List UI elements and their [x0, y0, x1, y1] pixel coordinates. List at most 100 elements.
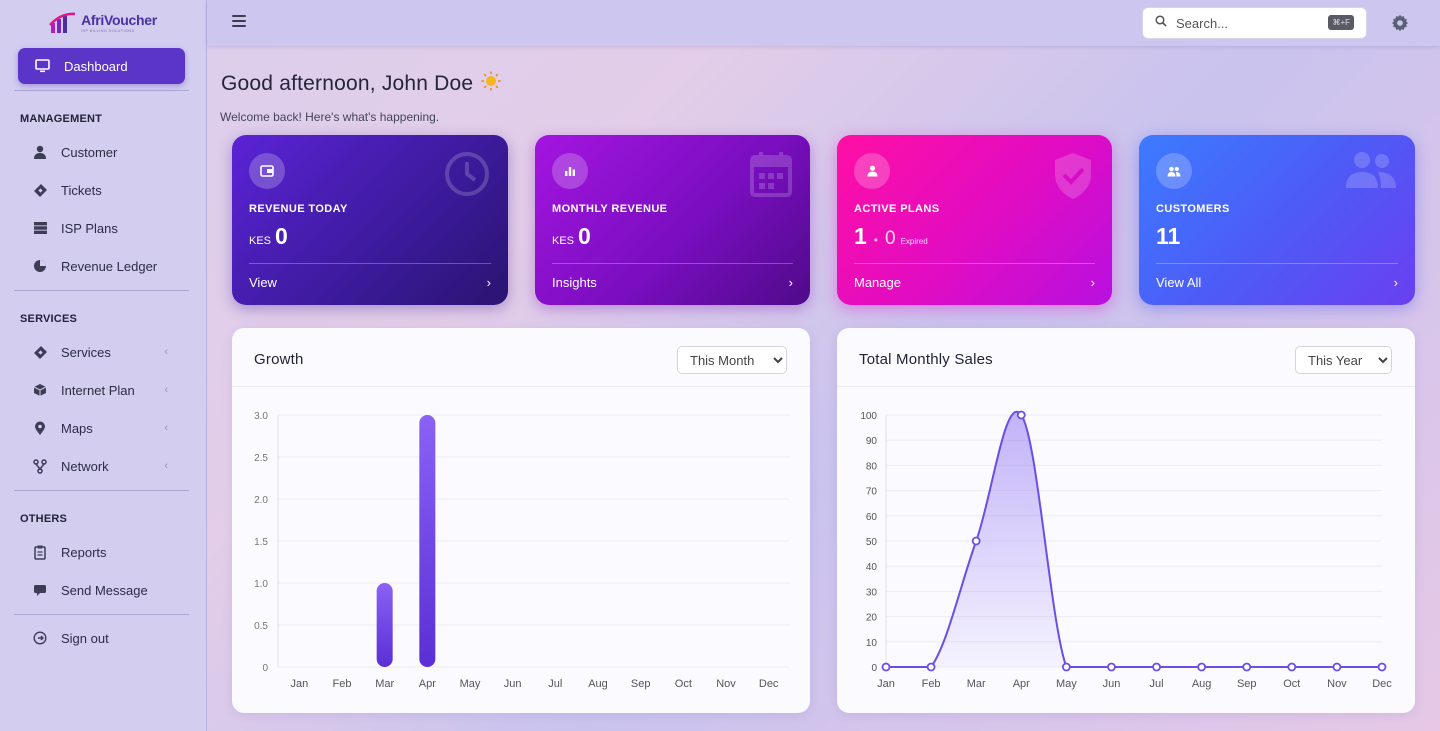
sidebar-item-maps[interactable]: Maps ‹ [32, 416, 182, 440]
sidebar-item-tickets[interactable]: Tickets [32, 178, 182, 202]
clock-icon [444, 151, 490, 202]
x-tick-label: Jul [548, 678, 562, 690]
area-fill [886, 411, 1382, 667]
user-icon [32, 144, 48, 160]
search-bar[interactable]: ⌘+F [1142, 7, 1367, 39]
sidebar-item-dashboard[interactable]: Dashboard [18, 48, 185, 84]
y-tick-label: 1.0 [254, 579, 268, 590]
server-icon [32, 220, 48, 236]
sales-period-select[interactable]: This Year [1295, 346, 1392, 374]
sidebar-divider [14, 614, 189, 615]
chevron-left-icon: ‹ [164, 384, 168, 396]
map-pin-icon [32, 420, 48, 436]
panel-divider [837, 386, 1415, 387]
x-tick-label: Mar [375, 678, 394, 690]
card-amount: 0 [578, 223, 591, 249]
separator-dot: • [873, 233, 878, 247]
y-tick-label: 20 [866, 613, 878, 624]
chevron-left-icon: ‹ [164, 422, 168, 434]
sign-out-icon [32, 630, 48, 646]
card-title: REVENUE TODAY [249, 203, 348, 215]
data-point [881, 662, 891, 672]
chevron-right-icon: › [788, 275, 793, 290]
view-link[interactable]: View › [249, 275, 491, 290]
sidebar-item-isp-plans[interactable]: ISP Plans [32, 216, 182, 240]
data-point [1016, 410, 1026, 420]
sidebar-item-label: Network [61, 458, 109, 474]
y-tick-label: 90 [866, 436, 878, 447]
search-icon [1155, 14, 1167, 32]
card-divider [1156, 263, 1398, 264]
calendar-icon [750, 151, 792, 202]
sidebar-item-network[interactable]: Network ‹ [32, 454, 182, 478]
sidebar-item-send-message[interactable]: Send Message [32, 578, 182, 602]
users-icon [1156, 153, 1192, 189]
monthly-revenue-card: MONTHLY REVENUE KES 0 Insights › [535, 135, 810, 305]
manage-link[interactable]: Manage › [854, 275, 1095, 290]
x-tick-label: Feb [333, 678, 352, 690]
y-tick-label: 40 [866, 562, 878, 573]
user-icon [854, 153, 890, 189]
card-link-label: Insights [552, 275, 597, 290]
x-tick-label: Jan [290, 678, 308, 690]
sidebar-item-label: Maps [61, 420, 93, 436]
x-tick-label: Jan [877, 678, 895, 690]
view-all-link[interactable]: View All › [1156, 275, 1398, 290]
x-tick-label: Apr [1013, 678, 1030, 690]
data-point [1107, 662, 1116, 672]
wallet-icon [249, 153, 285, 189]
sidebar-item-revenue-ledger[interactable]: Revenue Ledger [32, 254, 182, 278]
page-title: Good afternoon, John Doe [221, 71, 501, 97]
sign-out-button[interactable]: Sign out [32, 626, 182, 650]
data-point [1332, 662, 1342, 672]
section-title-others: OTHERS [20, 513, 68, 525]
data-point [1377, 662, 1387, 672]
card-amount: 0 [275, 223, 288, 249]
card-divider [854, 263, 1095, 264]
card-title: MONTHLY REVENUE [552, 203, 668, 215]
card-link-label: View All [1156, 275, 1202, 290]
data-point [1197, 662, 1207, 672]
revenue-today-card: REVENUE TODAY KES 0 View › [232, 135, 508, 305]
settings-gear-icon[interactable] [1391, 14, 1409, 37]
sidebar-item-label: Revenue Ledger [61, 258, 158, 274]
search-input[interactable] [1176, 15, 1321, 31]
sidebar-item-customer[interactable]: Customer [32, 140, 182, 164]
x-tick-label: Jul [1150, 678, 1164, 690]
card-link-label: View [249, 275, 277, 290]
data-point [1287, 662, 1297, 672]
section-title-services: SERVICES [20, 313, 78, 325]
y-tick-label: 2.5 [254, 453, 268, 464]
top-header: ⌘+F [207, 0, 1440, 46]
sidebar-item-internet-plan[interactable]: Internet Plan ‹ [32, 378, 182, 402]
brand-logo[interactable]: AfriVoucher ISP BILLING SOLUTIONS [0, 0, 206, 46]
data-point [1242, 662, 1252, 672]
x-tick-label: Aug [1192, 678, 1212, 690]
x-tick-label: Feb [922, 678, 941, 690]
expired-count: 0 [885, 228, 896, 249]
sidebar-item-label: Send Message [61, 582, 148, 598]
growth-period-select[interactable]: This Month [677, 346, 787, 374]
card-title: CUSTOMERS [1156, 203, 1230, 215]
y-tick-label: 10 [866, 638, 878, 649]
message-icon [32, 582, 48, 598]
x-tick-label: Sep [631, 678, 651, 690]
shield-check-icon [1052, 151, 1094, 206]
card-divider [249, 263, 491, 264]
sidebar-item-label: Customer [61, 144, 118, 160]
y-tick-label: 0 [871, 663, 877, 674]
bar [376, 583, 393, 667]
insights-link[interactable]: Insights › [552, 275, 793, 290]
x-tick-label: Jun [504, 678, 522, 690]
users-icon [1345, 151, 1397, 194]
y-tick-label: 1.5 [254, 537, 268, 548]
sidebar-item-services[interactable]: Services ‹ [32, 340, 182, 364]
sidebar-item-reports[interactable]: Reports [32, 540, 182, 564]
brand-name: AfriVoucher [81, 12, 157, 28]
sidebar-divider [14, 90, 189, 91]
sidebar: AfriVoucher ISP BILLING SOLUTIONS Dashbo… [0, 0, 207, 731]
card-link-label: Manage [854, 275, 901, 290]
sidebar-item-label: Dashboard [64, 58, 128, 74]
panel-divider [232, 386, 810, 387]
menu-toggle-icon[interactable] [232, 15, 246, 27]
